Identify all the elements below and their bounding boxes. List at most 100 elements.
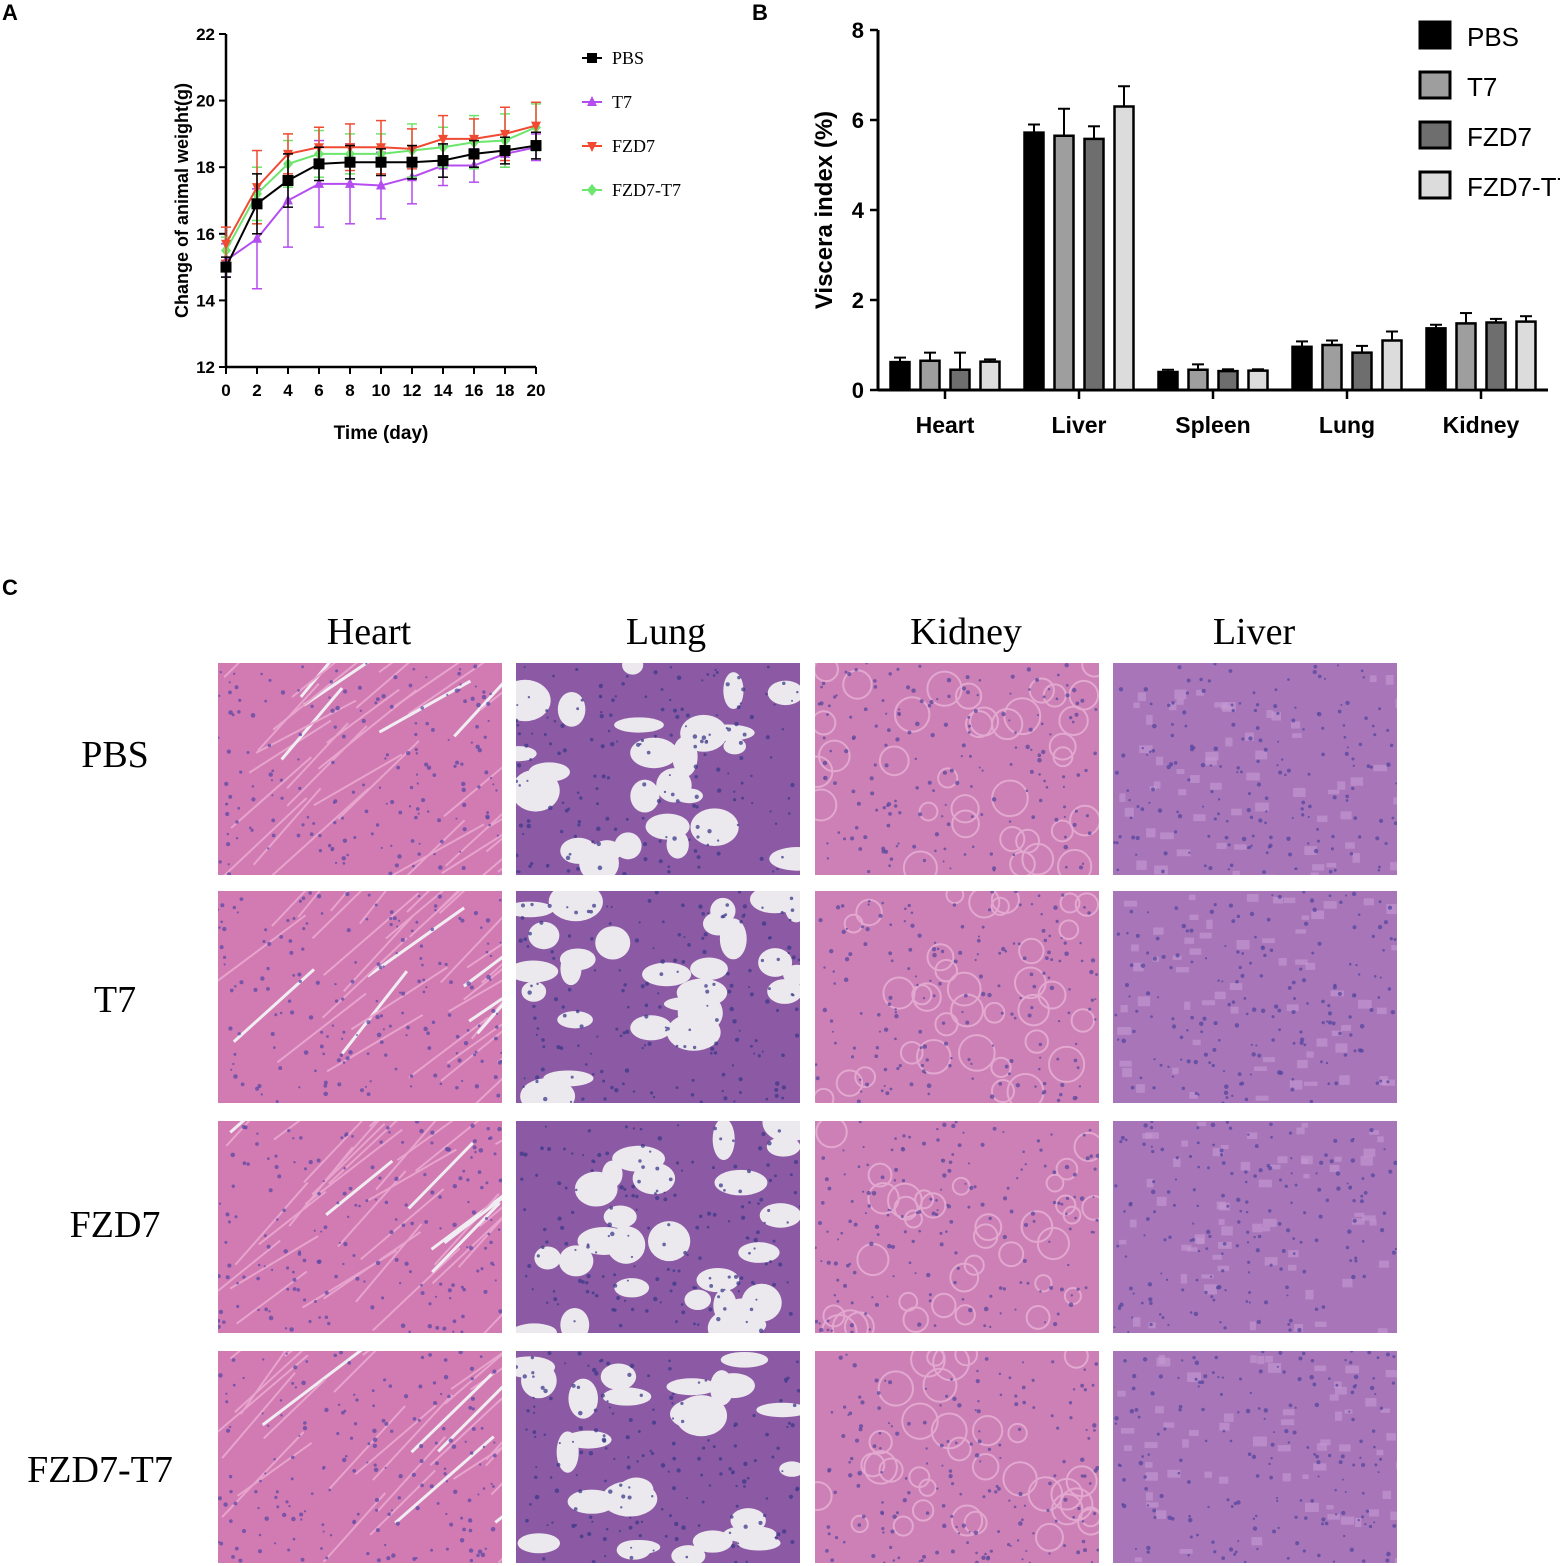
legend-label: FZD7 [1467, 122, 1532, 152]
legend-marker [587, 142, 597, 152]
bar [1157, 370, 1179, 392]
data-point [375, 156, 387, 168]
data-point [221, 239, 231, 250]
x-tick-label: Liver [1052, 412, 1107, 438]
y-tick-label: 0 [852, 378, 864, 403]
data-point [313, 158, 325, 170]
x-tick-label: Heart [916, 412, 975, 438]
data-point [500, 129, 510, 140]
bar [1247, 369, 1269, 392]
x-tick-label: Spleen [1175, 412, 1250, 438]
y-tick-label: 20 [196, 92, 215, 111]
x-tick-label: 0 [221, 381, 230, 400]
y-axis-label: Viscera index (%) [811, 111, 838, 309]
histology-image-kidney-fzd7 [815, 1121, 1099, 1333]
bar [949, 368, 971, 392]
row-header-fzd7: FZD7 [69, 1204, 161, 1246]
x-tick-label: 14 [434, 381, 453, 400]
data-point [437, 155, 449, 167]
data-point [438, 134, 448, 145]
x-tick-label: 8 [345, 381, 354, 400]
data-point [220, 261, 232, 273]
bar [1217, 369, 1239, 392]
y-tick-label: 12 [196, 358, 215, 377]
legend-marker [587, 53, 597, 63]
histology-image-kidney-pbs [815, 663, 1099, 875]
bar [1083, 137, 1105, 392]
data-point [531, 121, 541, 132]
data-point [344, 156, 356, 168]
panel-label-c: C [2, 575, 18, 600]
legend-swatch [1418, 170, 1452, 200]
bar-group-lung [1291, 330, 1403, 392]
legend-swatch [1418, 70, 1452, 100]
y-tick-label: 4 [852, 198, 865, 223]
histology-image-heart-fzd7 [218, 1121, 502, 1333]
histology-image-heart-pbs [218, 663, 502, 875]
x-axis-label: Time (day) [334, 423, 429, 444]
histology-image-kidney-fzd7-t7 [815, 1351, 1099, 1563]
bar-group-kidney [1425, 312, 1537, 392]
series-pbs [220, 131, 542, 278]
y-tick-label: 2 [852, 288, 864, 313]
bar [1515, 320, 1537, 392]
legend-label: PBS [1467, 22, 1519, 52]
legend-swatch [1418, 20, 1452, 50]
row-header-t7: T7 [93, 979, 137, 1021]
legend-marker [587, 96, 597, 106]
bar [919, 359, 941, 392]
panel-label-a: A [2, 0, 18, 25]
column-header-kidney: Kidney [910, 611, 1022, 653]
data-point [499, 145, 511, 157]
histology-image-heart-t7 [218, 891, 502, 1103]
y-axis-label: Change of animal weight(g) [172, 83, 192, 318]
x-tick-label: 10 [372, 381, 391, 400]
bar [1321, 343, 1343, 392]
bar [1113, 105, 1135, 392]
data-point [252, 232, 262, 243]
y-tick-label: 8 [852, 18, 864, 43]
histology-image-kidney-t7 [815, 891, 1099, 1103]
x-tick-label: 6 [314, 381, 323, 400]
bar [1425, 327, 1447, 392]
data-point [468, 148, 480, 160]
column-header-lung: Lung [625, 611, 707, 653]
histology-image-lung-t7 [516, 891, 800, 1103]
x-tick-label: Lung [1319, 412, 1375, 438]
histology-image-liver-fzd7 [1113, 1121, 1397, 1333]
legend-label: FZD7-T7 [1467, 172, 1560, 202]
bar [889, 360, 911, 392]
data-point [376, 179, 386, 190]
y-tick-label: 22 [196, 25, 215, 44]
data-point [314, 177, 324, 188]
series-fzd7 [221, 101, 541, 262]
bar [1381, 339, 1403, 392]
histology-image-heart-fzd7-t7 [218, 1351, 502, 1563]
x-tick-label: 16 [465, 381, 484, 400]
bar-group-spleen [1157, 363, 1269, 392]
histology-image-liver-pbs [1113, 663, 1397, 875]
data-point [406, 156, 418, 168]
bar [1023, 131, 1045, 392]
x-tick-label: Kidney [1443, 412, 1520, 438]
bar-group-liver [1023, 85, 1135, 392]
legend-label: PBS [612, 48, 644, 68]
y-tick-label: 6 [852, 108, 864, 133]
column-header-heart: Heart [326, 611, 412, 653]
bar [1455, 322, 1477, 392]
legend-label: FZD7 [612, 136, 655, 156]
y-tick-label: 16 [196, 225, 215, 244]
legend-label: T7 [612, 92, 632, 112]
weight-line-chart: 12 14 16 18 20 22 0 2 4 6 8 10 12 14 16 18 20 Time (day) C… [172, 25, 681, 444]
x-tick-label: 20 [527, 381, 546, 400]
histology-image-lung-fzd7 [516, 1121, 800, 1333]
x-tick-label: 12 [403, 381, 422, 400]
x-tick-label: 4 [283, 381, 293, 400]
histology-image-liver-t7 [1113, 891, 1397, 1103]
legend: PBS T7 FZD7 FZD7-T7 [582, 48, 681, 200]
column-header-liver: Liver [1212, 611, 1296, 653]
legend: PBS T7 FZD7 FZD7-T7 [1418, 20, 1560, 202]
data-point [251, 198, 263, 210]
data-point [345, 177, 355, 188]
panel-label-b: B [752, 0, 768, 25]
